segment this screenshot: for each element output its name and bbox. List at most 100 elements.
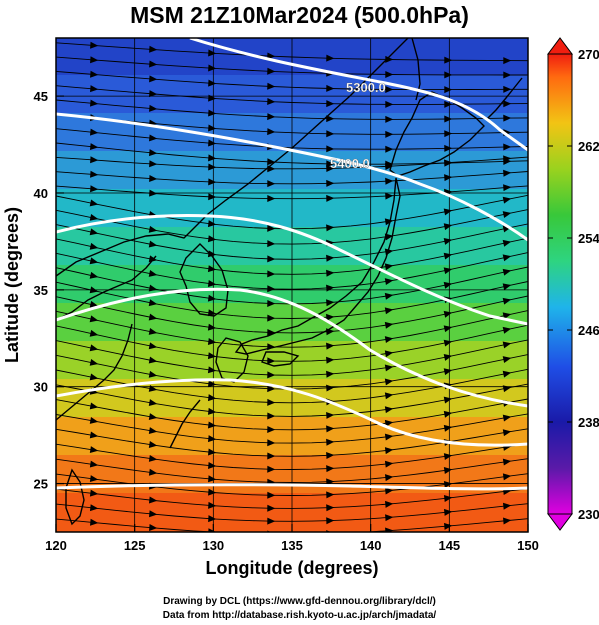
streamline-arrow xyxy=(443,453,453,461)
streamline-arrow xyxy=(503,71,512,79)
map-title: MSM 21Z10Mar2024 (500.0hPa) xyxy=(130,2,469,28)
y-axis-label: Latitude (degrees) xyxy=(2,207,22,363)
streamline-arrow xyxy=(90,185,99,193)
streamline-arrow xyxy=(267,328,276,336)
streamline-arrow xyxy=(267,180,276,188)
credit-drawing: Drawing by DCL (https://www.gfd-dennou.o… xyxy=(163,596,436,607)
streamline-arrow xyxy=(384,474,394,482)
streamline-arrow xyxy=(148,441,158,448)
credit-data: Data from http://database.rish.kyoto-u.a… xyxy=(162,610,437,621)
colorbar-top-triangle xyxy=(547,37,573,55)
streamline-arrow xyxy=(443,325,453,333)
streamline-arrow xyxy=(384,336,394,344)
streamline-arrow xyxy=(208,64,217,72)
streamline-arrow xyxy=(89,242,99,250)
streamline-arrow xyxy=(384,321,394,329)
streamline-arrow xyxy=(385,115,394,123)
streamline-arrow xyxy=(443,208,453,216)
streamline-arrow xyxy=(89,358,99,366)
streamline-arrow xyxy=(90,170,99,178)
streamline-arrow xyxy=(267,128,276,136)
streamline-arrow xyxy=(207,323,217,331)
streamline-arrow xyxy=(502,268,512,276)
streamline-arrow xyxy=(385,130,394,138)
streamline-arrow xyxy=(326,451,335,459)
streamline-arrow xyxy=(326,84,335,92)
streamline-arrow xyxy=(149,45,158,53)
streamline-arrow xyxy=(207,220,217,228)
streamline-arrow xyxy=(148,413,158,421)
streamline-arrow xyxy=(148,510,158,518)
streamline-arrow xyxy=(384,406,394,414)
streamline-arrow xyxy=(444,56,453,64)
streamline-arrow xyxy=(385,70,394,78)
streamline-arrow xyxy=(326,517,335,525)
streamline-arrow xyxy=(149,524,158,531)
contour-label: 5400.0 xyxy=(330,156,370,171)
streamline-arrow xyxy=(208,488,217,496)
streamline-arrow xyxy=(207,294,217,302)
streamline-arrow xyxy=(502,473,512,481)
streamline-arrow xyxy=(443,353,453,361)
streamline-arrow xyxy=(267,517,276,525)
streamline-arrow xyxy=(384,487,394,495)
streamline-arrow xyxy=(443,237,453,245)
streamline-arrow xyxy=(149,75,158,83)
streamline-arrow xyxy=(384,278,394,286)
streamline-arrow xyxy=(385,527,394,532)
x-tick-label: 130 xyxy=(202,538,224,553)
streamline-arrow xyxy=(443,494,453,502)
streamline-arrow xyxy=(384,218,394,226)
streamline-arrow xyxy=(89,329,99,337)
streamline-arrow xyxy=(149,160,158,168)
streamline-arrow xyxy=(385,85,394,93)
streamline-arrow xyxy=(208,154,217,162)
streamline-arrow xyxy=(89,518,99,526)
streamline-arrow xyxy=(443,267,453,275)
colorbar-tick-label: 230 xyxy=(578,507,599,522)
streamline-arrow xyxy=(503,114,512,122)
streamline-arrow xyxy=(90,41,99,49)
streamline-arrow xyxy=(444,86,453,94)
streamline-arrow xyxy=(207,280,217,287)
streamline-arrow xyxy=(384,419,394,427)
streamline-arrow xyxy=(384,447,394,455)
colorbar-tick-label: 254 xyxy=(578,231,599,246)
streamline-arrow xyxy=(89,286,99,294)
streamline-arrow xyxy=(443,508,453,516)
streamline-arrow xyxy=(385,162,394,170)
streamline-arrow xyxy=(326,425,335,433)
streamline-arrow xyxy=(326,356,335,364)
x-axis: 120 125 130 135 140 145 150 xyxy=(45,524,539,553)
streamline-arrow xyxy=(267,285,276,293)
streamline-arrow xyxy=(267,412,276,420)
streamline-arrow xyxy=(267,343,276,351)
streamline-arrow xyxy=(267,452,276,460)
streamline-arrow xyxy=(89,143,99,151)
streamline-arrow xyxy=(267,113,276,121)
streamline-arrow xyxy=(444,115,453,123)
streamline-arrow xyxy=(207,265,217,273)
streamline-arrow xyxy=(208,163,217,171)
streamline-arrow xyxy=(326,504,335,512)
streamline-arrow xyxy=(207,309,217,317)
streamline-arrow xyxy=(503,517,512,525)
streamline-arrow xyxy=(502,196,512,204)
streamline-arrow xyxy=(208,475,217,483)
streamline-arrow xyxy=(267,398,276,406)
x-tick-label: 140 xyxy=(360,538,382,553)
streamline-arrow xyxy=(267,270,276,278)
y-tick-label: 40 xyxy=(34,186,48,201)
streamline-arrow xyxy=(89,460,99,468)
streamline-arrow xyxy=(443,410,453,418)
streamline-arrow xyxy=(89,489,99,497)
colorbar-bottom-triangle xyxy=(547,513,573,531)
streamline-arrow xyxy=(385,145,394,153)
streamline-arrow xyxy=(502,326,512,334)
x-axis-label: Longitude (degrees) xyxy=(205,558,378,578)
streamline-arrow xyxy=(89,431,99,439)
streamline-arrow xyxy=(89,446,99,453)
x-tick-label: 145 xyxy=(438,538,460,553)
streamline-arrow xyxy=(503,57,512,65)
